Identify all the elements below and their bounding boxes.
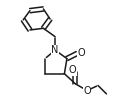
Text: O: O xyxy=(69,65,77,75)
Text: N: N xyxy=(51,45,59,55)
Text: O: O xyxy=(77,48,85,58)
Text: O: O xyxy=(83,85,91,95)
